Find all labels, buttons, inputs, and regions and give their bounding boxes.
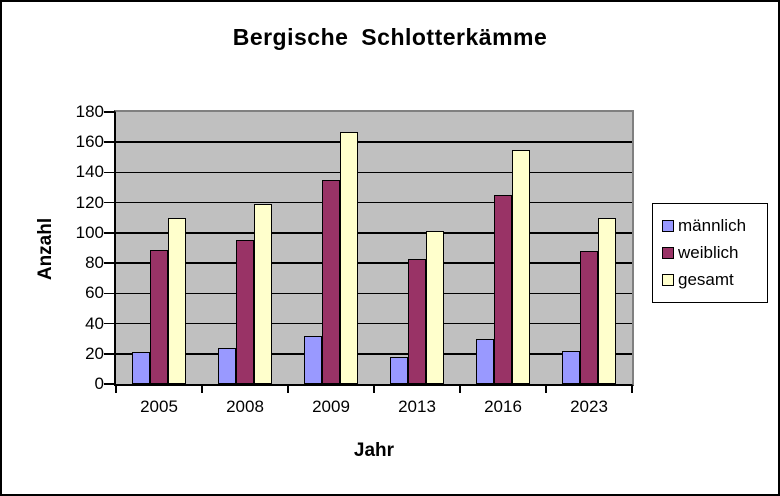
- y-tick-mark-80: [104, 262, 114, 264]
- y-tick-label-140[interactable]: 140: [75, 162, 104, 182]
- y-tick-label-180[interactable]: 180: [75, 102, 104, 121]
- legend[interactable]: männlich weiblich gesamt: [652, 203, 768, 303]
- bar-group-2013: [374, 112, 460, 384]
- plot-area[interactable]: [114, 110, 634, 386]
- gridline-80: [116, 262, 632, 264]
- bar-weiblich-2008[interactable]: [236, 240, 254, 384]
- bar-gesamt-2023[interactable]: [598, 218, 616, 384]
- bar-weiblich-2016[interactable]: [494, 195, 512, 384]
- y-tick-label-160[interactable]: 160: [75, 132, 104, 152]
- legend-label-männlich: männlich: [678, 215, 747, 235]
- y-tick-label-40[interactable]: 40: [85, 313, 104, 333]
- x-tick-mark-1: [201, 386, 203, 393]
- bar-group-2016: [460, 112, 546, 384]
- y-tick-label-0[interactable]: 0: [94, 374, 104, 393]
- bar-gesamt-2008[interactable]: [254, 204, 272, 384]
- y-tick-mark-40: [104, 322, 114, 325]
- chart-title[interactable]: Bergische Schlotterkämme: [232, 24, 548, 50]
- bar-groups: [116, 112, 632, 384]
- bar-männlich-2023[interactable]: [562, 351, 580, 384]
- gridline-40: [116, 322, 632, 325]
- y-tick-label-60[interactable]: 60: [85, 283, 104, 303]
- gridline-20: [116, 353, 632, 355]
- legend-label-weiblich: weiblich: [678, 242, 739, 262]
- legend-item-männlich[interactable]: männlich: [662, 216, 761, 236]
- x-tick-mark-3: [373, 386, 375, 393]
- y-tick-mark-100: [104, 232, 114, 234]
- legend-swatch-weiblich: [662, 246, 674, 259]
- bar-gesamt-2005[interactable]: [168, 218, 186, 384]
- x-tick-label-2013[interactable]: 2013: [398, 397, 436, 416]
- x-tick-mark-2: [287, 386, 289, 393]
- x-tick-label-2023[interactable]: 2023: [570, 397, 608, 416]
- x-tick-label-2005[interactable]: 2005: [140, 397, 178, 416]
- bar-group-2008: [202, 112, 288, 384]
- bar-männlich-2009[interactable]: [304, 336, 322, 384]
- gridline-100: [116, 232, 632, 234]
- y-tick-mark-160: [104, 141, 114, 143]
- y-tick-mark-180: [104, 111, 114, 113]
- bar-männlich-2008[interactable]: [218, 348, 236, 384]
- y-tick-label-100[interactable]: 100: [75, 222, 104, 242]
- y-tick-mark-60: [104, 292, 114, 295]
- bar-männlich-2013[interactable]: [390, 357, 408, 384]
- gridline-160: [116, 141, 632, 143]
- plot-inner: [116, 112, 632, 384]
- y-tick-mark-140: [104, 171, 114, 174]
- bar-weiblich-2009[interactable]: [322, 180, 340, 384]
- gridline-140: [116, 171, 632, 174]
- legend-label-gesamt: gesamt: [678, 270, 734, 290]
- x-tick-mark-6: [631, 386, 633, 393]
- x-tick-label-2009[interactable]: 2009: [312, 397, 350, 416]
- y-tick-label-20[interactable]: 20: [85, 343, 104, 363]
- bar-gesamt-2013[interactable]: [426, 231, 444, 384]
- x-tick-mark-5: [545, 386, 547, 393]
- bar-männlich-2016[interactable]: [476, 339, 494, 384]
- x-tick-label-2008[interactable]: 2008: [226, 397, 264, 416]
- y-tick-label-120[interactable]: 120: [75, 192, 104, 212]
- bar-group-2023: [546, 112, 632, 384]
- legend-item-gesamt[interactable]: gesamt: [662, 270, 761, 290]
- x-axis-title[interactable]: Jahr: [353, 440, 395, 461]
- bar-gesamt-2016[interactable]: [512, 150, 530, 384]
- y-tick-mark-20: [104, 353, 114, 355]
- bar-männlich-2005[interactable]: [132, 352, 150, 384]
- bar-group-2005: [116, 112, 202, 384]
- bar-weiblich-2005[interactable]: [150, 250, 168, 384]
- bar-weiblich-2023[interactable]: [580, 251, 598, 384]
- bar-gesamt-2009[interactable]: [340, 132, 358, 384]
- bar-weiblich-2013[interactable]: [408, 259, 426, 384]
- x-tick-label-2016[interactable]: 2016: [484, 397, 522, 416]
- legend-swatch-gesamt: [662, 274, 674, 287]
- legend-swatch-männlich: [662, 219, 674, 232]
- gridline-60: [116, 292, 632, 295]
- bar-group-2009: [288, 112, 374, 384]
- x-tick-mark-0: [115, 386, 117, 393]
- gridline-120: [116, 201, 632, 204]
- x-tick-mark-4: [459, 386, 461, 393]
- y-tick-label-80[interactable]: 80: [85, 253, 104, 273]
- y-tick-mark-0: [104, 383, 114, 385]
- legend-item-weiblich[interactable]: weiblich: [662, 243, 761, 263]
- y-tick-mark-120: [104, 201, 114, 204]
